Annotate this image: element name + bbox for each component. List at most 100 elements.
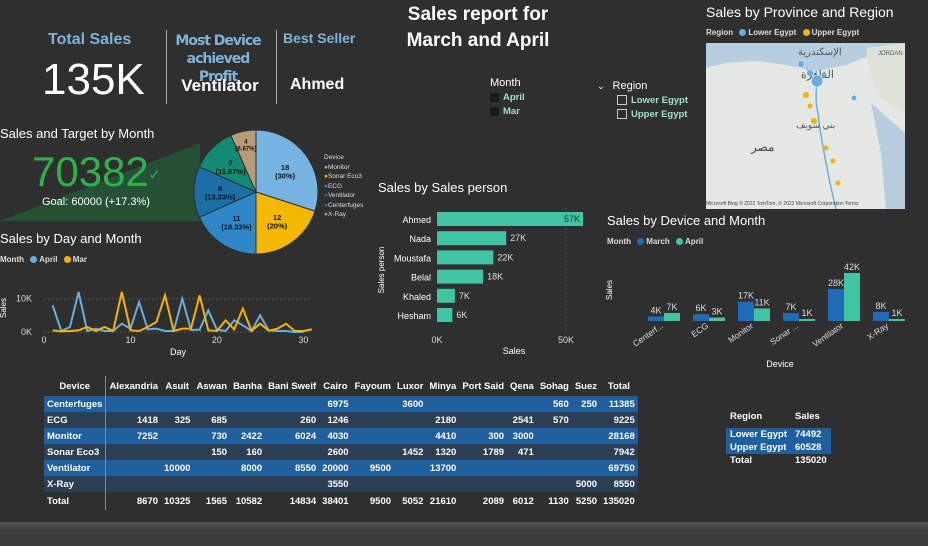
bar-march-0[interactable] bbox=[648, 316, 664, 321]
pie-chart[interactable]: 18(30%) 12(20%) 11(18.33%) 8(13.33%) 7(11.67… bbox=[192, 124, 392, 260]
matrix-header[interactable]: Qena bbox=[510, 380, 534, 392]
pie-slice-sonar-eco3[interactable] bbox=[255, 191, 316, 255]
pie-legend-item: ●ECG bbox=[324, 182, 343, 190]
table-cell bbox=[161, 396, 194, 412]
device-tick: Monitor bbox=[726, 320, 755, 345]
bar-belal[interactable] bbox=[437, 269, 484, 284]
bar-march-2[interactable] bbox=[738, 301, 754, 321]
region-table-container: Region Sales Lower Egypt 74492 Upper Egypt 6… bbox=[726, 410, 831, 467]
pie-legend-label: Monitor bbox=[327, 163, 350, 171]
bar-nada[interactable] bbox=[437, 231, 507, 246]
bar-march-4[interactable] bbox=[828, 289, 844, 321]
bar-value-label: 6K bbox=[456, 310, 467, 320]
table-cell bbox=[105, 476, 162, 492]
page-scrollbar[interactable] bbox=[0, 522, 928, 532]
matrix-header[interactable]: Fayoum bbox=[354, 380, 392, 392]
table-cell: 2180 bbox=[426, 412, 460, 428]
line-series-mar[interactable] bbox=[52, 291, 313, 333]
table-cell bbox=[571, 444, 601, 460]
region-slicer-header[interactable]: ⌄ Region bbox=[597, 80, 688, 92]
region-slicer-label: Upper Egypt bbox=[631, 109, 688, 120]
matrix-header[interactable]: Asuit bbox=[165, 380, 190, 392]
region-header[interactable]: Region bbox=[730, 411, 763, 422]
salesperson-chart[interactable]: Ahmed 57K Nada 27K Moustafa 22K Belal 18K Khaled… bbox=[370, 200, 600, 360]
check-icon: ✓ bbox=[148, 166, 161, 183]
legend-dot bbox=[739, 29, 747, 37]
region-slicer-item-lower[interactable]: Lower Egypt bbox=[617, 95, 688, 106]
matrix-header[interactable]: Bani Sweif bbox=[268, 380, 317, 392]
matrix-header[interactable]: Suez bbox=[574, 380, 598, 392]
bar-april-5[interactable] bbox=[889, 319, 905, 321]
bar-march-1[interactable] bbox=[693, 314, 709, 321]
matrix-header[interactable]: Port Said bbox=[462, 380, 505, 392]
table-cell bbox=[571, 412, 601, 428]
bar-april-1[interactable] bbox=[709, 317, 725, 321]
table-cell bbox=[536, 428, 572, 444]
table-cell bbox=[351, 444, 395, 460]
pie-slice-x-ray[interactable] bbox=[230, 129, 257, 193]
line-chart[interactable]: 10K 0K 0 10 20 30 Day Sales bbox=[0, 266, 340, 361]
month-slicer-item-april[interactable]: April bbox=[490, 92, 525, 103]
map-point bbox=[810, 74, 824, 88]
bar-value-label: 18K bbox=[487, 272, 503, 282]
region-header[interactable]: Sales bbox=[795, 411, 820, 422]
bar-april-4[interactable] bbox=[844, 273, 860, 321]
region-slicer-title: Region bbox=[612, 80, 648, 92]
region-slicer-item-upper[interactable]: Upper Egypt bbox=[617, 109, 688, 120]
pie-slice-monitor[interactable] bbox=[255, 129, 319, 212]
table-cell bbox=[105, 460, 162, 476]
line-legend-mar: Mar bbox=[72, 255, 87, 264]
region-row[interactable]: Lower Egypt 74492 bbox=[726, 428, 831, 441]
pie-slice-ecg[interactable] bbox=[198, 191, 257, 255]
table-row[interactable]: X-Ray 3550 5000 8550 bbox=[44, 476, 638, 492]
month-slicer-item-mar[interactable]: Mar bbox=[490, 106, 525, 117]
map-point bbox=[851, 95, 857, 101]
table-cell: 1452 bbox=[394, 444, 427, 460]
matrix-header[interactable]: Device bbox=[44, 376, 107, 396]
bar-hesham[interactable] bbox=[437, 308, 453, 322]
bar-april-2[interactable] bbox=[754, 308, 770, 321]
line-series-april[interactable] bbox=[51, 291, 304, 333]
bar-march-3[interactable] bbox=[783, 313, 799, 321]
bar-april-0[interactable] bbox=[664, 313, 680, 321]
matrix-header[interactable]: Banha bbox=[233, 380, 263, 392]
table-row[interactable]: Centerfuges 6975 3600 560 250 11385 bbox=[44, 396, 638, 412]
matrix-header[interactable]: Luxor bbox=[397, 380, 424, 392]
table-row[interactable]: ECG 1418 325 685 260 1246 2180 2541 570 9225 bbox=[44, 412, 638, 428]
map-canvas[interactable]: الإسكندرية القاهرة بني سويف مصر JORDAN bbox=[706, 43, 905, 209]
matrix-header[interactable]: Total bbox=[607, 380, 630, 392]
table-row[interactable]: Monitor 7252 730 2422 6024 4030 4410 300 3000 281… bbox=[44, 428, 638, 444]
table-cell bbox=[459, 412, 508, 428]
table-cell bbox=[161, 428, 194, 444]
line-chart-legend: Month April Mar bbox=[0, 255, 87, 264]
bar-ahmed[interactable] bbox=[437, 212, 583, 226]
matrix-header[interactable]: Minya bbox=[429, 380, 457, 392]
pie-slice-pct: (20%) bbox=[267, 222, 288, 231]
matrix-header[interactable]: Alexandria bbox=[109, 380, 159, 392]
checkbox-icon[interactable] bbox=[490, 92, 499, 102]
bar-khaled[interactable] bbox=[437, 288, 455, 303]
bar-value-label: 8K bbox=[875, 301, 886, 311]
bar-march-5[interactable] bbox=[873, 311, 889, 321]
matrix-header[interactable]: Aswan bbox=[196, 380, 228, 392]
table-cell bbox=[507, 476, 537, 492]
table-row[interactable]: Ventilator 10000 8000 8550 20000 9500 13700 697… bbox=[44, 460, 638, 476]
region-row[interactable]: Upper Egypt 60528 bbox=[726, 441, 831, 454]
pie-slice-pct: (13.33%) bbox=[205, 193, 236, 202]
checkbox-icon[interactable] bbox=[617, 95, 627, 106]
chevron-down-icon[interactable]: ⌄ bbox=[597, 81, 605, 91]
checkbox-icon[interactable] bbox=[490, 106, 499, 116]
bar-moustafa[interactable] bbox=[437, 250, 494, 265]
region-total-cell: Total bbox=[730, 455, 752, 466]
map-title: Sales by Province and Region bbox=[706, 4, 894, 20]
device-tick: Ventilator bbox=[810, 320, 845, 349]
checkbox-icon[interactable] bbox=[617, 109, 627, 120]
matrix-header[interactable]: Sohag bbox=[539, 380, 569, 392]
pie-legend-item: ●Ventilator bbox=[324, 192, 356, 199]
table-row[interactable]: Sonar Eco3 150 160 2600 1452 1320 1789 471 7942 bbox=[44, 444, 638, 460]
legend-dot bbox=[802, 29, 810, 37]
bar-april-3[interactable] bbox=[799, 319, 815, 321]
matrix-header[interactable]: Cairo bbox=[323, 380, 348, 392]
province-map[interactable]: الإسكندرية القاهرة بني سويف مصر JORDAN M… bbox=[706, 43, 905, 209]
